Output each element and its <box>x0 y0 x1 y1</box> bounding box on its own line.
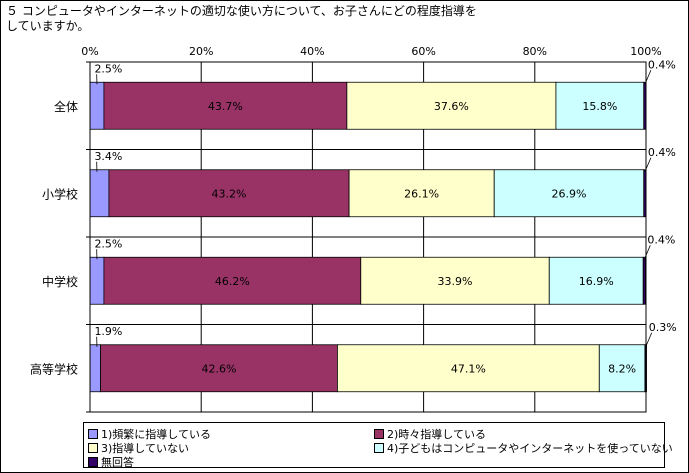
legend-swatch <box>88 443 98 453</box>
data-label: 0.4% <box>648 146 676 159</box>
x-tick-label: 0% <box>81 45 98 58</box>
data-label: 2.5% <box>94 62 122 75</box>
bar-segment <box>337 344 600 393</box>
chart-title: ５ コンピュータやインターネットの適切な使い方について、お子さんにどの程度指導を… <box>6 4 477 33</box>
data-label: 15.8% <box>582 100 617 113</box>
x-tick-label: 100% <box>630 45 661 58</box>
legend-swatch <box>88 429 98 439</box>
x-tick-label: 60% <box>411 45 435 58</box>
data-label: 47.1% <box>451 362 486 375</box>
category-label: 高等学校 <box>30 361 78 376</box>
plot-border <box>89 61 647 413</box>
legend-swatch <box>88 457 98 467</box>
category-label: 小学校 <box>42 186 78 201</box>
leader-line <box>643 245 651 260</box>
data-label: 37.6% <box>434 100 469 113</box>
bar-segment <box>360 256 550 305</box>
category-label: 中学校 <box>42 274 78 289</box>
bar-segment <box>493 169 645 218</box>
legend-item: 3)指導していない <box>88 440 189 456</box>
legend-label: 3)指導していない <box>101 442 189 455</box>
leader-line <box>645 332 653 347</box>
data-label: 26.1% <box>404 187 439 200</box>
legend-item: 1)頻繁に指導している <box>88 426 211 442</box>
bar-segment <box>100 344 338 393</box>
data-label: 46.2% <box>215 275 250 288</box>
legend-item: 4)子どもはコンピュータやインターネットを使っていない <box>374 440 673 456</box>
bar-segment <box>89 344 101 393</box>
data-label: 26.9% <box>552 187 587 200</box>
bar-segment <box>89 256 105 305</box>
bar-segment <box>598 344 646 393</box>
data-label: 16.9% <box>579 275 614 288</box>
legend: 1)頻繁に指導している 2)時々指導している 3)指導していない 4)子どもはコンピュ… <box>83 422 673 470</box>
legend-item: 2)時々指導している <box>374 426 486 442</box>
data-label: 0.3% <box>649 321 677 334</box>
x-tick-label: 20% <box>189 45 213 58</box>
data-label: 8.2% <box>608 362 636 375</box>
legend-swatch <box>374 443 384 453</box>
bar-segment <box>103 256 362 305</box>
bar-segment <box>89 169 110 218</box>
bar-segment <box>642 256 646 305</box>
legend-label: 2)時々指導している <box>387 428 486 441</box>
bar-segment <box>346 81 557 130</box>
legend-item: 無回答 <box>88 454 134 470</box>
legend-swatch <box>374 429 384 439</box>
bar-segment <box>548 256 644 305</box>
data-label: 43.7% <box>208 100 243 113</box>
data-label: 33.9% <box>438 275 473 288</box>
data-label: 0.4% <box>647 233 675 246</box>
category-label: 全体 <box>54 99 78 114</box>
bar-segment <box>103 81 348 130</box>
bar-segment <box>89 81 105 130</box>
bar-segment <box>555 81 645 130</box>
data-label: 2.5% <box>94 237 122 250</box>
data-label: 3.4% <box>94 150 122 163</box>
data-label: 43.2% <box>212 187 247 200</box>
x-tick-label: 80% <box>523 45 547 58</box>
bar-segment <box>108 169 350 218</box>
legend-label: 4)子どもはコンピュータやインターネットを使っていない <box>387 442 673 455</box>
x-tick-label: 40% <box>300 45 324 58</box>
data-label: 42.6% <box>202 362 237 375</box>
legend-label: 1)頻繁に指導している <box>101 428 211 441</box>
legend-label: 無回答 <box>101 456 134 469</box>
data-label: 1.9% <box>94 325 122 338</box>
data-label: 0.4% <box>648 58 676 71</box>
